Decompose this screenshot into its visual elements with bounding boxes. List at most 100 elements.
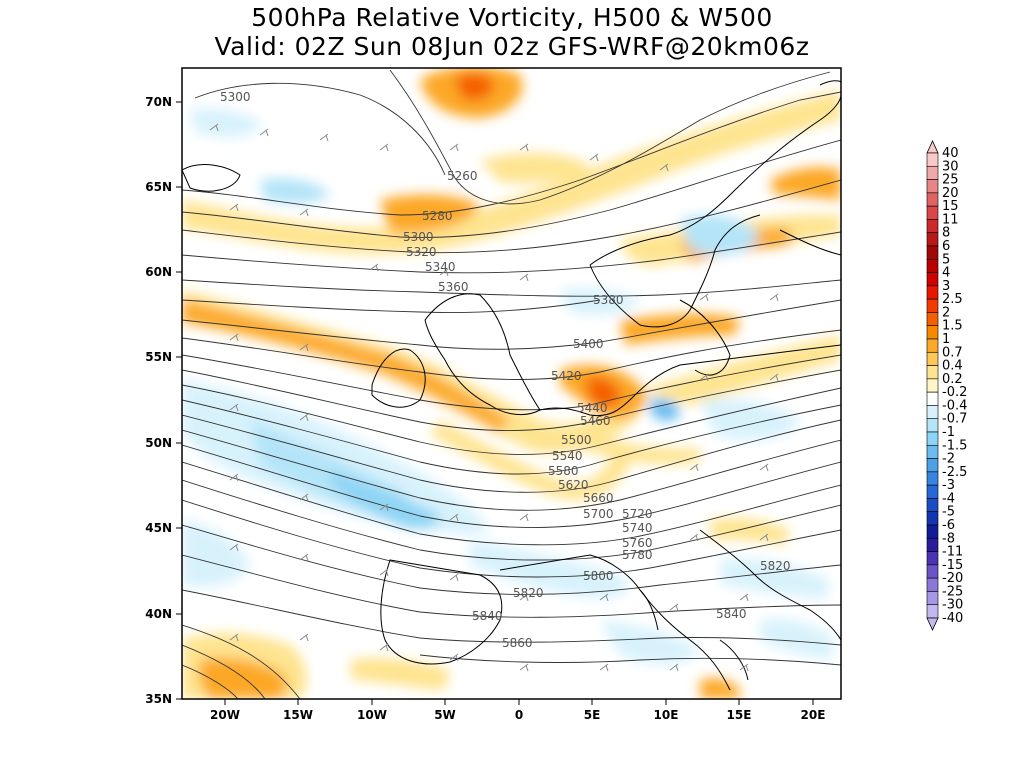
lon-label: 15E [727, 708, 752, 722]
legend-swatch [926, 298, 939, 313]
legend-swatch [926, 577, 939, 592]
legend-arrow-bottom [926, 617, 939, 631]
legend-label: -2 [942, 452, 955, 467]
legend-swatch [926, 165, 939, 180]
legend-label: -1.5 [942, 438, 967, 453]
legend-swatch [926, 232, 939, 247]
legend-swatch [926, 564, 939, 579]
legend-swatch [926, 431, 939, 446]
contour-label: 5300 [220, 90, 251, 104]
legend-swatch [926, 484, 939, 499]
lon-label: 10W [357, 708, 387, 722]
legend-swatch [926, 551, 939, 566]
legend-label: -0.2 [942, 385, 967, 400]
legend-swatch [926, 511, 939, 526]
legend-swatch [926, 179, 939, 194]
legend-swatch [926, 418, 939, 433]
contour-label: 5440 [577, 401, 608, 415]
legend-swatch [926, 604, 939, 619]
legend-label: -4 [942, 491, 955, 506]
legend-swatch [926, 351, 939, 366]
contour-label: 5720 [622, 507, 653, 521]
legend-label: 5 [942, 252, 950, 267]
chart-title: 500hPa Relative Vorticity, H500 & W500 [251, 3, 773, 32]
contour-label: 5300 [403, 230, 434, 244]
chart-subtitle: Valid: 02Z Sun 08Jun 02z GFS-WRF@20km06z [214, 32, 810, 61]
contour-label: 5840 [716, 607, 747, 621]
legend-label: 40 [942, 146, 959, 161]
lon-label: 20E [801, 708, 826, 722]
legend-swatch [926, 219, 939, 234]
legend-label: -15 [942, 558, 963, 573]
legend-label: 0.4 [942, 359, 963, 374]
contour-label: 5800 [583, 569, 614, 583]
contour-label: 5380 [593, 293, 624, 307]
legend-label: 4 [942, 266, 950, 281]
legend-swatch [926, 405, 939, 420]
contour-label: 5820 [513, 586, 544, 600]
legend-swatch [926, 458, 939, 473]
contour-label: 5400 [573, 337, 604, 351]
legend-swatch [926, 245, 939, 260]
legend-swatch [926, 325, 939, 340]
coastlines [182, 80, 841, 691]
contour-label: 5260 [447, 169, 478, 183]
legend-label: -30 [942, 598, 963, 613]
legend-label: 11 [942, 212, 959, 227]
contour-label: 5500 [561, 433, 592, 447]
wind-barbs [209, 123, 779, 672]
contour-labels: 5300 5260 5280 5300 5320 5340 5360 5380 … [220, 90, 791, 650]
contour-label: 5820 [760, 559, 791, 573]
lat-label: 40N [145, 607, 172, 621]
lon-label: 5W [434, 708, 456, 722]
legend-swatch [926, 338, 939, 353]
contour-label: 5860 [502, 636, 533, 650]
legend-label: 25 [942, 173, 959, 188]
lon-axis: 20W 15W 10W 5W 0 5E 10E 15E 20E [210, 699, 825, 722]
legend-swatch [926, 285, 939, 300]
legend-label: -6 [942, 518, 955, 533]
contour-label: 5420 [551, 369, 582, 383]
legend-label: -3 [942, 478, 955, 493]
legend-label: 2.5 [942, 292, 963, 307]
legend-label: 6 [942, 239, 950, 254]
contour-label: 5460 [580, 414, 611, 428]
contour-label: 5620 [558, 478, 589, 492]
lat-label: 60N [145, 265, 172, 279]
legend-swatch [926, 444, 939, 459]
lon-label: 10E [654, 708, 679, 722]
lat-label: 35N [145, 692, 172, 706]
lat-label: 65N [145, 180, 172, 194]
legend-swatch [926, 272, 939, 287]
height-contours [182, 69, 841, 699]
contour-label: 5280 [422, 209, 453, 223]
legend-swatch [926, 378, 939, 393]
legend-swatch [926, 591, 939, 606]
legend-label: 0.7 [942, 345, 963, 360]
legend-swatch [926, 524, 939, 539]
contour-label: 5660 [583, 491, 614, 505]
lon-label: 15W [283, 708, 313, 722]
legend-label: 1 [942, 332, 950, 347]
legend-swatch [926, 312, 939, 327]
lon-label: 5E [584, 708, 601, 722]
legend-label: 0.2 [942, 372, 963, 387]
legend-swatch [926, 471, 939, 486]
map-frame [181, 67, 842, 700]
lon-label: 20W [210, 708, 240, 722]
contour-label: 5760 [622, 536, 653, 550]
legend-label: -8 [942, 531, 955, 546]
contour-label: 5580 [548, 464, 579, 478]
contour-label: 5360 [438, 280, 469, 294]
legend-swatch [926, 258, 939, 273]
legend-swatch [926, 365, 939, 380]
contour-label: 5840 [472, 609, 503, 623]
legend-swatch [926, 152, 939, 167]
lat-label: 70N [145, 95, 172, 109]
legend-label: 15 [942, 199, 959, 214]
legend-label: 20 [942, 186, 959, 201]
legend-swatch [926, 498, 939, 513]
legend-label: 3 [942, 279, 950, 294]
legend-label: 30 [942, 159, 959, 174]
